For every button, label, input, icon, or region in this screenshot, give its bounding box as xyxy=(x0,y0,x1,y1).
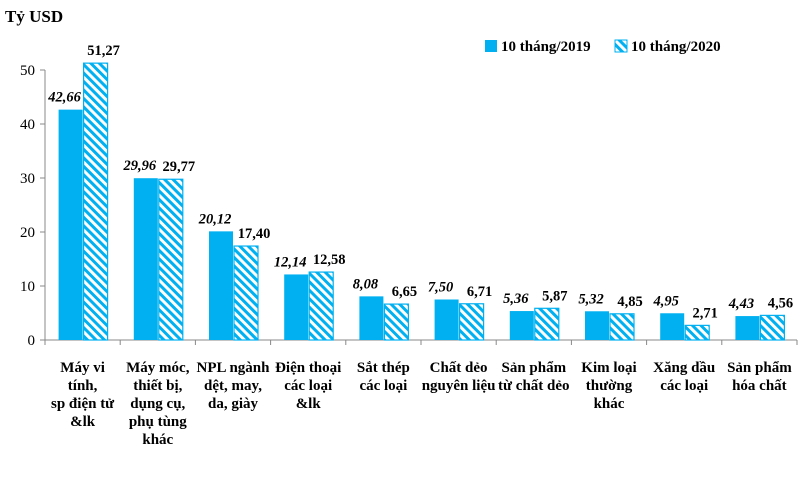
category-label: từ chất dẻo xyxy=(498,378,570,394)
y-tick-label: 50 xyxy=(20,63,35,79)
category-label: các loại xyxy=(284,378,332,394)
category-label: NPL ngành xyxy=(197,360,271,376)
legend-swatch-2019 xyxy=(485,40,497,52)
y-axis-label: Tỷ USD xyxy=(5,7,63,26)
category-label: da, giày xyxy=(208,396,259,412)
category-label: thiết bị, xyxy=(133,378,182,394)
category-label: Chất dẻo xyxy=(430,360,488,376)
data-label-2019: 5,32 xyxy=(578,291,603,307)
legend-label-2020: 10 tháng/2020 xyxy=(631,39,721,55)
bar-2019 xyxy=(58,109,83,340)
data-label-2019: 12,14 xyxy=(274,254,307,270)
data-label-2020: 51,27 xyxy=(87,43,120,59)
bar-2020 xyxy=(609,313,635,341)
bar-2020 xyxy=(459,303,485,341)
bar-2019 xyxy=(585,311,609,340)
category-label: Xăng dầu xyxy=(653,360,715,376)
data-label-2020: 6,65 xyxy=(392,284,417,300)
y-tick-label: 20 xyxy=(20,225,35,241)
category-label: Kim loại xyxy=(581,360,636,376)
data-label-2019: 4,43 xyxy=(728,296,754,312)
bar-2019 xyxy=(660,313,685,340)
category-label: Sắt thép xyxy=(357,360,410,376)
category-label: tính, xyxy=(68,378,98,394)
bar-2020 xyxy=(158,178,184,341)
data-label-2019: 42,66 xyxy=(47,90,81,106)
category-label: khác xyxy=(142,432,173,448)
bar-2020 xyxy=(759,314,786,341)
bar-2019 xyxy=(509,311,534,340)
data-label-2020: 2,71 xyxy=(693,305,718,321)
category-label: thường xyxy=(586,378,633,394)
category-label: Sản phẩm xyxy=(501,360,566,376)
bar-2019 xyxy=(133,178,158,340)
category-label: &lk xyxy=(296,396,322,412)
data-label-2020: 6,71 xyxy=(467,284,492,300)
category-label: Điện thoại xyxy=(275,360,341,376)
category-label: hóa chất xyxy=(732,378,787,394)
category-label: các loại xyxy=(660,378,708,394)
data-label-2020: 5,87 xyxy=(542,288,567,304)
bar-2019 xyxy=(209,231,233,340)
category-label: sp điện tử xyxy=(51,396,115,412)
data-label-2019: 4,95 xyxy=(653,293,679,309)
category-label: dụng cụ, xyxy=(130,396,185,412)
bar-2019 xyxy=(284,274,309,340)
legend-label-2019: 10 tháng/2019 xyxy=(501,39,591,55)
bar-2019 xyxy=(434,299,459,340)
category-label: Máy móc, xyxy=(126,360,190,376)
category-label: nguyên liệu xyxy=(422,378,496,394)
category-label: Sản phẩm xyxy=(727,360,792,376)
data-label-2019: 5,36 xyxy=(503,291,529,307)
data-label-2020: 4,85 xyxy=(617,294,642,310)
legend: 10 tháng/2019 10 tháng/2020 xyxy=(485,39,721,55)
data-label-2020: 29,77 xyxy=(162,159,195,175)
y-tick-label: 10 xyxy=(20,279,35,295)
data-label-2019: 7,50 xyxy=(428,280,453,296)
bar-2019 xyxy=(735,316,760,340)
data-label-2020: 17,40 xyxy=(238,226,271,242)
bar-2020 xyxy=(383,303,409,341)
y-tick-label: 40 xyxy=(20,117,35,133)
bar-2020 xyxy=(534,307,560,341)
bar-2020 xyxy=(308,271,334,341)
bar-2020 xyxy=(233,245,259,341)
data-label-2019: 29,96 xyxy=(122,158,156,174)
data-label-2019: 20,12 xyxy=(198,211,232,227)
category-label: phụ tùng xyxy=(129,414,187,430)
y-tick-label: 0 xyxy=(28,333,36,349)
category-label: dệt, may, xyxy=(204,378,262,394)
category-label: Máy vi xyxy=(60,360,105,376)
category-label: khác xyxy=(594,396,625,412)
category-label: các loại xyxy=(359,378,407,394)
data-label-2019: 8,08 xyxy=(353,276,379,292)
category-label: &lk xyxy=(70,414,96,430)
bar-2020 xyxy=(684,324,710,341)
legend-swatch-2020 xyxy=(614,39,628,53)
y-tick-label: 30 xyxy=(20,171,35,187)
data-label-2020: 4,56 xyxy=(768,295,793,311)
bar-2020 xyxy=(82,62,109,341)
data-label-2020: 12,58 xyxy=(313,252,346,268)
bar-2019 xyxy=(359,296,384,340)
